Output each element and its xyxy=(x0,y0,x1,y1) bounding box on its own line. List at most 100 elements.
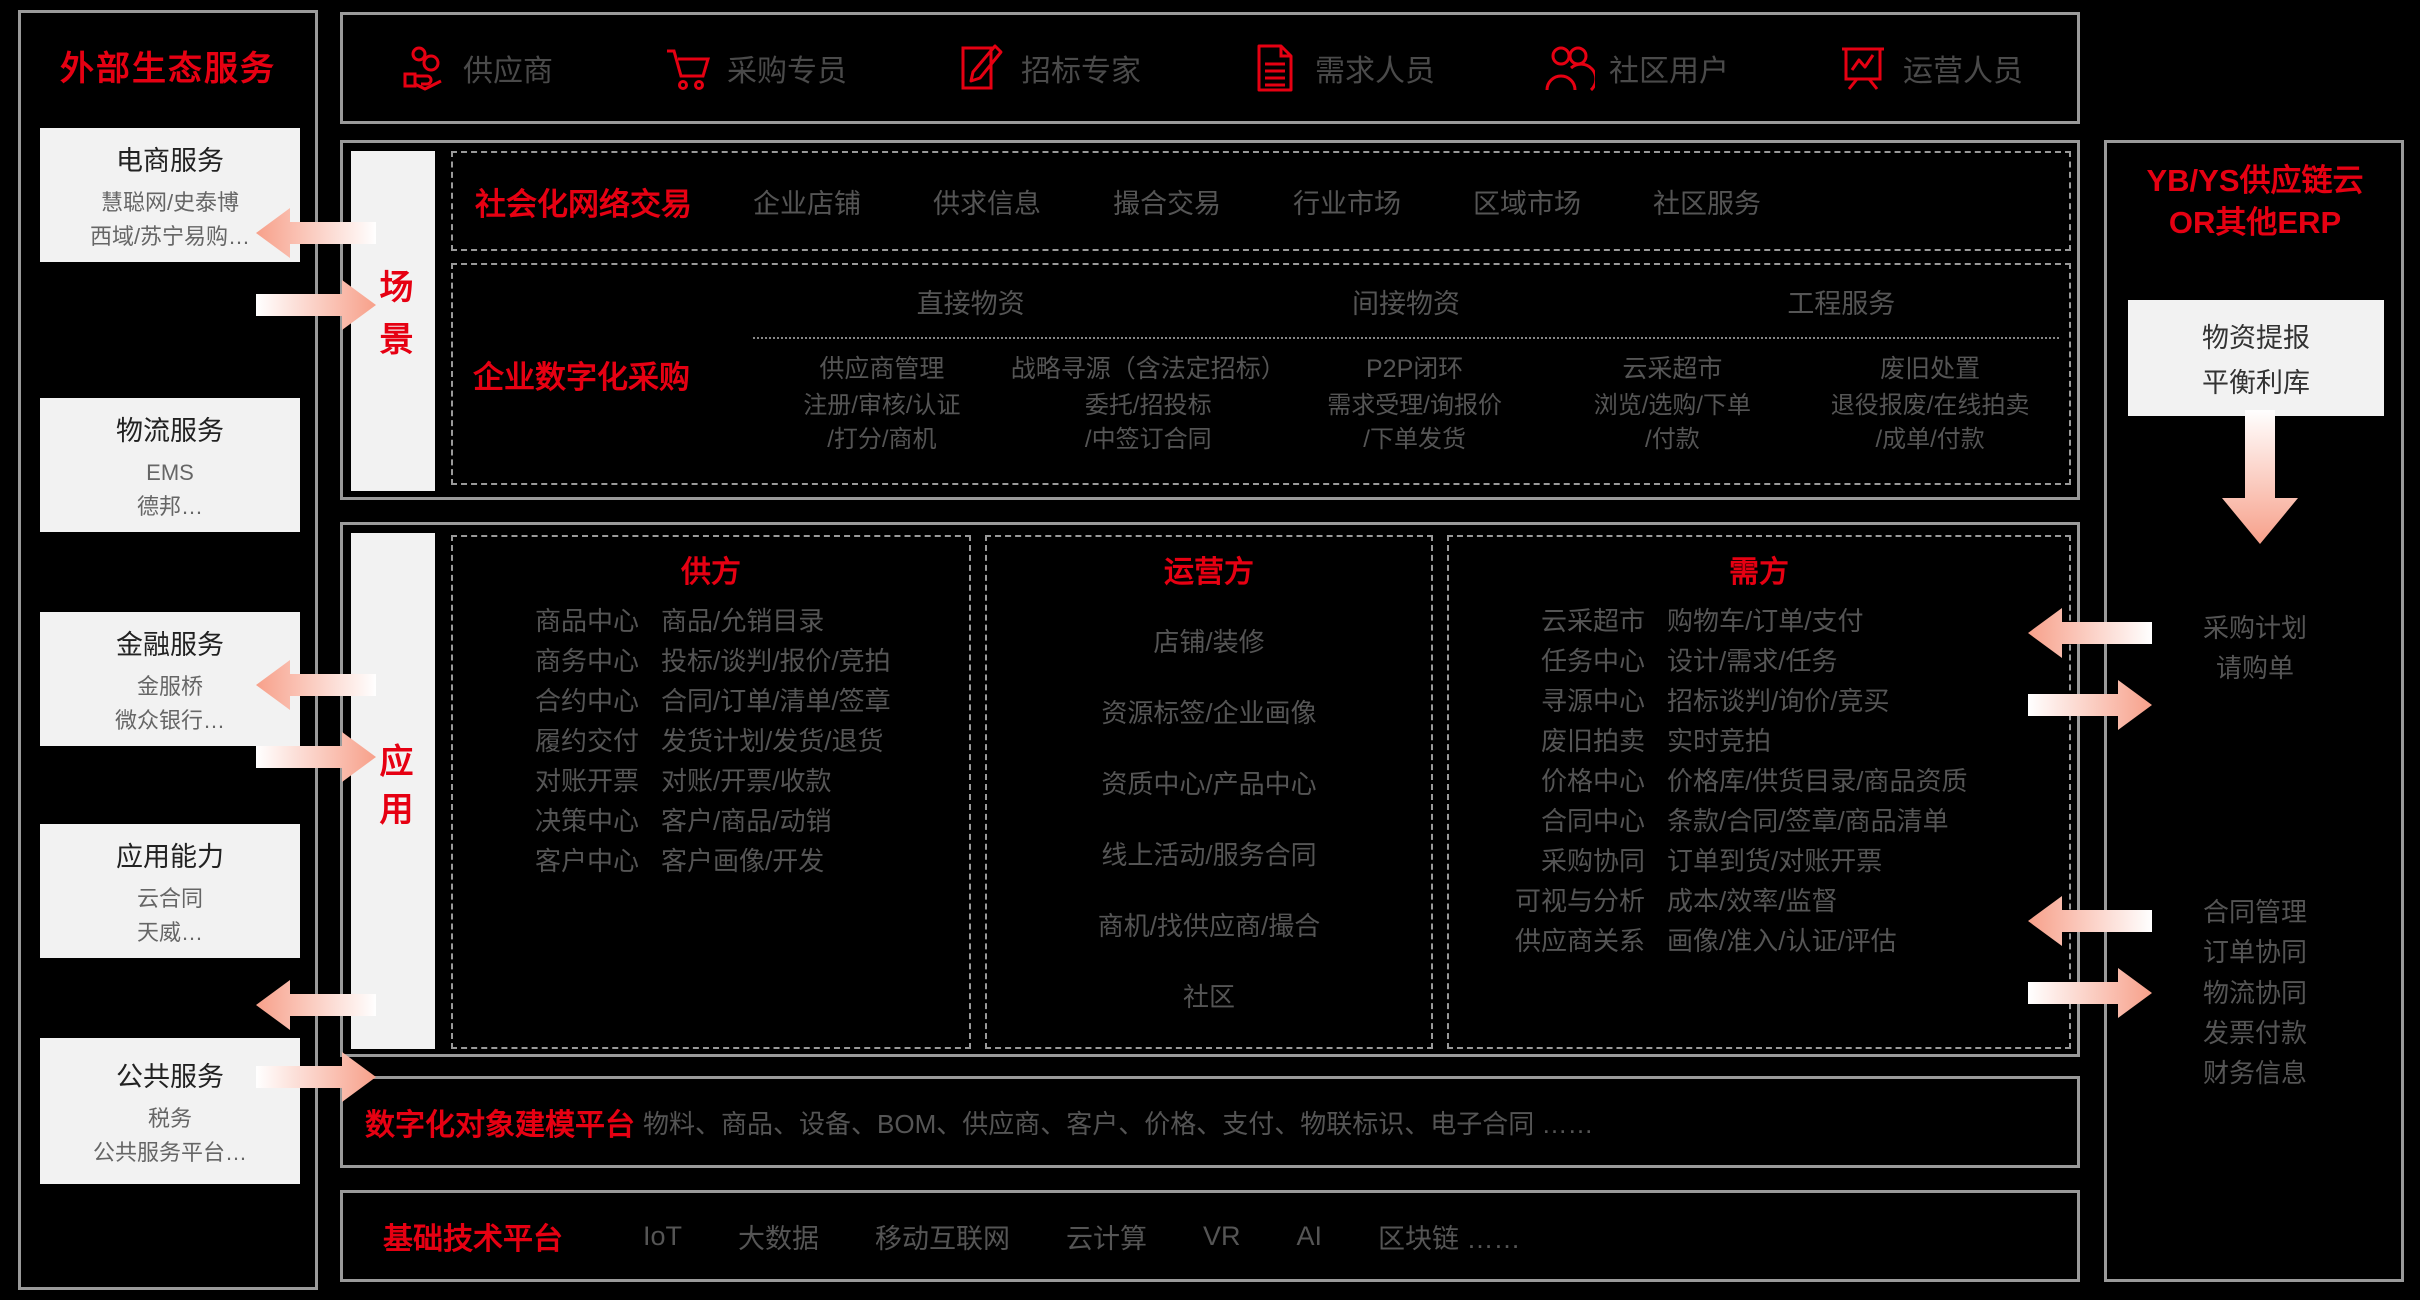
demand-row-key: 寻源中心 xyxy=(1540,686,1645,716)
eco-card-line-1: 慧聪网/史泰博 xyxy=(100,189,240,215)
demand-row[interactable]: 合同中心 条款/合同/签章/商品清单 xyxy=(1455,801,2063,838)
social-network-trade-row: 社会化网络交易 企业店铺 供求信息 撮合交易 行业市场 区域市场 社区服务 xyxy=(451,151,2071,251)
eco-card-title: 电商服务 xyxy=(116,145,224,176)
social-tag[interactable]: 企业店铺 xyxy=(753,188,861,219)
procurement-item-name: P2P闭环 xyxy=(1366,355,1464,383)
operator-title: 运营方 xyxy=(1164,556,1254,589)
demand-row-value: 招标谈判/询价/竞买 xyxy=(1667,686,1890,716)
procurement-categories: 直接物资 间接物资 工程服务 xyxy=(753,265,2059,339)
operator-line[interactable]: 社区 xyxy=(1182,982,1235,1012)
social-network-trade-title: 社会化网络交易 xyxy=(475,186,692,222)
demand-row[interactable]: 云采超市 购物车/订单/支付 xyxy=(1455,601,2063,638)
erp-title-line-2: OR其他ERP xyxy=(2168,204,2342,240)
supply-row[interactable]: 客户中心 客户画像/开发 xyxy=(459,841,963,878)
role-community-user[interactable]: 社区用户 xyxy=(1543,42,1729,94)
eco-card-logistics[interactable]: 物流服务 EMS 德邦… xyxy=(40,398,300,532)
demand-row-key: 合同中心 xyxy=(1540,806,1645,836)
demand-row[interactable]: 任务中心 设计/需求/任务 xyxy=(1455,641,2063,678)
tech-platform-item[interactable]: VR xyxy=(1203,1220,1241,1251)
tech-platform-item[interactable]: 云计算 xyxy=(1066,1223,1148,1254)
procurement-category: 工程服务 xyxy=(1787,288,1896,319)
operator-line[interactable]: 资质中心/产品中心 xyxy=(1101,769,1317,799)
bidirectional-arrow-collaboration xyxy=(2028,896,2152,1018)
demand-row-key: 任务中心 xyxy=(1540,646,1645,676)
purchase-plan-line-1: 采购计划 xyxy=(2202,613,2307,643)
supply-row[interactable]: 决策中心 客户/商品/动销 xyxy=(459,801,963,838)
tech-platform-item[interactable]: 区块链 …… xyxy=(1378,1223,1521,1254)
bidirectional-arrow-public-service xyxy=(256,980,376,1102)
operator-line[interactable]: 资源标签/企业画像 xyxy=(1101,698,1317,728)
supply-row-value: 合同/订单/清单/签章 xyxy=(661,686,891,716)
tech-platform-items: IoT 大数据 移动互联网 云计算 VR AI 区块链 …… xyxy=(643,1217,2077,1256)
demand-row[interactable]: 寻源中心 招标谈判/询价/竞买 xyxy=(1455,681,2063,718)
procurement-item-detail-2: /中签订合同 xyxy=(1084,426,1212,454)
supply-row[interactable]: 商品中心 商品/允销目录 xyxy=(459,601,963,638)
procurement-item-detail-1: 委托/招投标 xyxy=(1084,391,1212,419)
tech-platform-item[interactable]: AI xyxy=(1296,1220,1323,1251)
erp-panel-title: YB/YS供应链云 OR其他ERP xyxy=(2112,160,2398,244)
procurement-item[interactable]: 供应商管理 注册/审核/认证 /打分/商机 xyxy=(753,351,1011,458)
demand-row-value: 购物车/订单/支付 xyxy=(1667,606,1864,636)
supply-row[interactable]: 履约交付 发货计划/发货/退货 xyxy=(459,721,963,758)
role-operations-staff[interactable]: 运营人员 xyxy=(1837,42,2023,94)
supply-row-value: 对账/开票/收款 xyxy=(661,766,832,796)
supply-row[interactable]: 合约中心 合同/订单/清单/签章 xyxy=(459,681,963,718)
role-supplier[interactable]: 供应商 xyxy=(397,42,553,94)
demand-row-value: 条款/合同/签章/商品清单 xyxy=(1667,806,1949,836)
external-ecosystem-panel xyxy=(18,10,318,1290)
social-tag[interactable]: 社区服务 xyxy=(1653,188,1761,219)
demand-row[interactable]: 可视与分析 成本/效率/监督 xyxy=(1455,881,2063,918)
procurement-item[interactable]: 云采超市 浏览/选购/下单 /付款 xyxy=(1544,351,1802,458)
demand-row-key: 供应商关系 xyxy=(1514,926,1645,956)
supplier-hand-coins-icon xyxy=(397,42,449,94)
eco-card-line-2: 德邦… xyxy=(136,493,203,519)
demand-row[interactable]: 供应商关系 画像/准入/认证/评估 xyxy=(1455,921,2063,958)
collab-line-1: 合同管理 xyxy=(2202,897,2307,927)
eco-card-finance[interactable]: 金融服务 金服桥 微众银行… xyxy=(40,612,300,746)
eco-card-ecommerce[interactable]: 电商服务 慧聪网/史泰博 西域/苏宁易购… xyxy=(40,128,300,262)
demand-row-value: 画像/准入/认证/评估 xyxy=(1667,926,1897,956)
procurement-item-name: 云采超市 xyxy=(1622,355,1723,383)
procurement-item[interactable]: 废旧处置 退役报废/在线拍卖 /成单/付款 xyxy=(1801,351,2059,458)
collaboration-group: 合同管理 订单协同 物流协同 发票付款 财务信息 xyxy=(2112,892,2398,1093)
role-procurement-specialist[interactable]: 采购专员 xyxy=(661,42,847,94)
enterprise-digital-procurement-row: 企业数字化采购 直接物资 间接物资 工程服务 供应商管理 注册/审核/认证 /打… xyxy=(451,263,2071,485)
role-demand-staff[interactable]: 需求人员 xyxy=(1249,42,1435,94)
eco-card-app-capability[interactable]: 应用能力 云合同 天威… xyxy=(40,824,300,958)
tech-platform-item[interactable]: IoT xyxy=(643,1220,683,1251)
procurement-item-detail-2: /打分/商机 xyxy=(827,426,937,454)
application-block: 应用 供方 商品中心 商品/允销目录 商务中心 投标/谈判/报价/竞拍 合约中心… xyxy=(340,522,2080,1057)
procurement-item[interactable]: 战略寻源（含法定招标） 委托/招投标 /中签订合同 xyxy=(1011,351,1286,458)
operator-line[interactable]: 店铺/装修 xyxy=(1153,627,1265,657)
procurement-item-detail-2: /下单发货 xyxy=(1363,426,1466,454)
material-submission-card[interactable]: 物资提报 平衡利库 xyxy=(2128,300,2384,416)
erp-title-line-1: YB/YS供应链云 xyxy=(2146,163,2364,198)
demand-row-value: 设计/需求/任务 xyxy=(1667,646,1838,676)
operator-line[interactable]: 线上活动/服务合同 xyxy=(1101,840,1317,870)
demand-row[interactable]: 采购协同 订单到货/对账开票 xyxy=(1455,841,2063,878)
tech-platform-item[interactable]: 移动互联网 xyxy=(875,1223,1011,1254)
procurement-item-detail-2: /成单/付款 xyxy=(1875,426,1985,454)
demand-row[interactable]: 废旧拍卖 实时竞拍 xyxy=(1455,721,2063,758)
role-bidding-expert[interactable]: 招标专家 xyxy=(955,42,1141,94)
file-lines-icon xyxy=(1249,42,1301,94)
social-tag[interactable]: 撮合交易 xyxy=(1113,188,1221,219)
supply-row[interactable]: 商务中心 投标/谈判/报价/竞拍 xyxy=(459,641,963,678)
supply-row[interactable]: 对账开票 对账/开票/收款 xyxy=(459,761,963,798)
operator-line[interactable]: 商机/找供应商/撮合 xyxy=(1097,911,1321,941)
supply-row-value: 投标/谈判/报价/竞拍 xyxy=(661,646,891,676)
eco-card-public-service[interactable]: 公共服务 税务 公共服务平台… xyxy=(40,1038,300,1184)
modeling-platform-title: 数字化对象建模平台 xyxy=(365,1109,635,1142)
role-label: 采购专员 xyxy=(727,55,847,88)
social-tag[interactable]: 供求信息 xyxy=(933,188,1041,219)
tech-platform-item[interactable]: 大数据 xyxy=(738,1223,820,1254)
supply-row-key: 客户中心 xyxy=(534,846,639,876)
social-tag[interactable]: 区域市场 xyxy=(1473,188,1581,219)
two-users-icon xyxy=(1543,42,1595,94)
procurement-item-detail-1: 浏览/选购/下单 xyxy=(1593,391,1752,419)
social-tag[interactable]: 行业市场 xyxy=(1293,188,1401,219)
demand-row[interactable]: 价格中心 价格库/供货目录/商品资质 xyxy=(1455,761,2063,798)
application-vertical-label: 应用 xyxy=(351,533,435,1049)
procurement-item[interactable]: P2P闭环 需求受理/询报价 /下单发货 xyxy=(1286,351,1544,458)
eco-card-line-2: 公共服务平台… xyxy=(92,1139,247,1165)
